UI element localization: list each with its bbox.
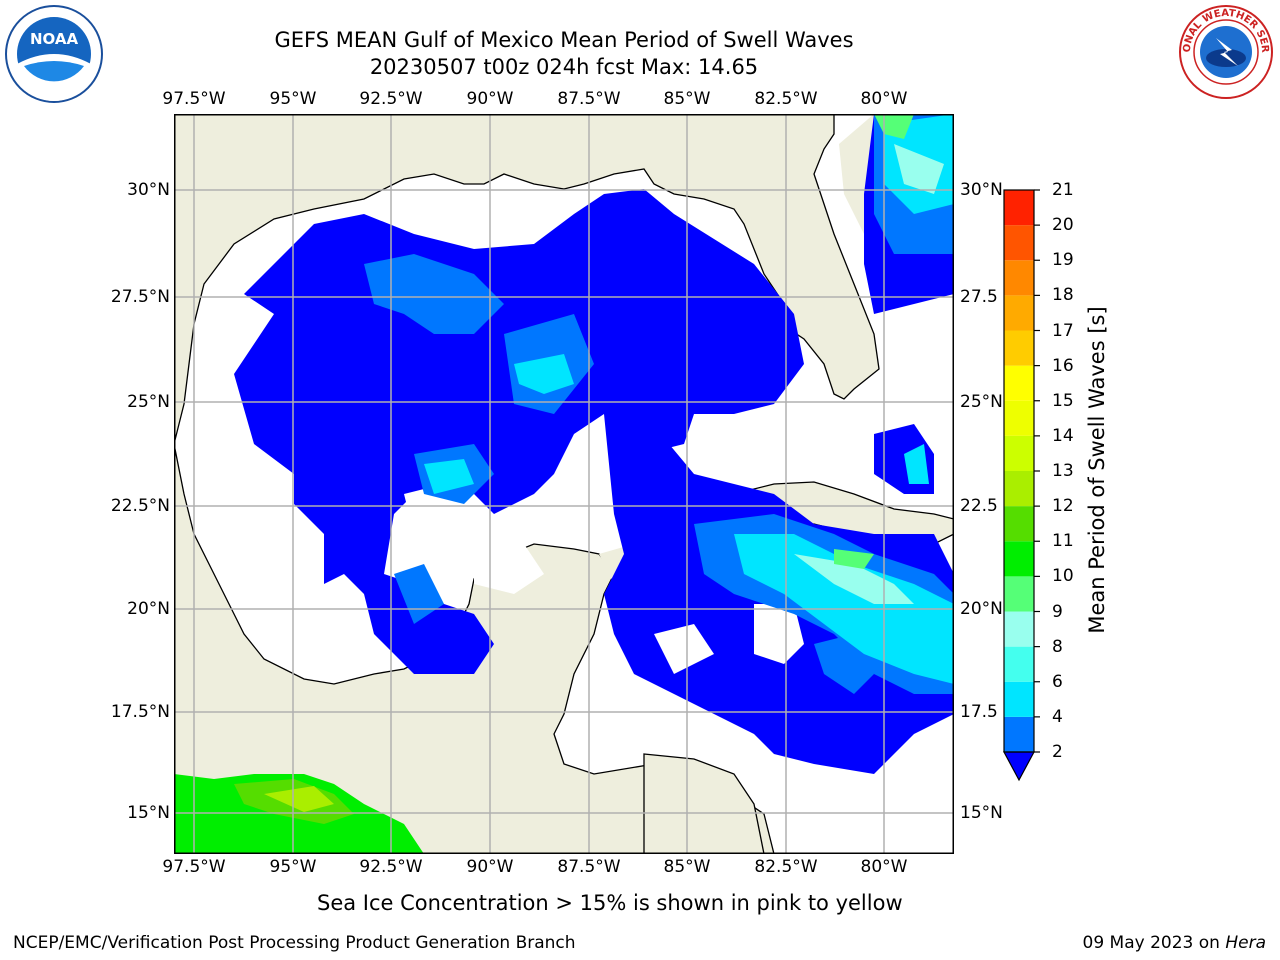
lat-tick-right: 30°N	[960, 180, 1003, 200]
colorbar-tick-label: 6	[1052, 671, 1063, 692]
lon-tick-bottom: 87.5°W	[557, 857, 621, 877]
lat-tick-right: 27.5	[960, 287, 998, 307]
lon-tick-top: 82.5°W	[754, 89, 818, 109]
lon-tick-bottom: 97.5°W	[162, 857, 226, 877]
swell-field	[174, 114, 954, 854]
colorbar-tick-label: 8	[1052, 636, 1063, 657]
colorbar-segment	[1004, 435, 1034, 471]
lon-tick-top: 92.5°W	[359, 89, 423, 109]
colorbar-tick-label: 9	[1052, 601, 1063, 622]
lat-tick-left: 30°N	[127, 180, 170, 200]
lat-tick-right: 15°N	[960, 803, 1003, 823]
gridlines	[174, 114, 954, 854]
map-title: GEFS MEAN Gulf of Mexico Mean Period of …	[274, 28, 854, 52]
colorbar-segment	[1004, 225, 1034, 261]
noaa-logo: NOAA	[5, 5, 103, 103]
colorbar-segment	[1004, 541, 1034, 577]
footer-host: Hera	[1225, 933, 1266, 953]
colorbar-segment	[1004, 190, 1034, 226]
lat-tick-right: 17.5	[960, 702, 998, 722]
footer-date: 09 May 2023 on Hera	[1083, 932, 1267, 954]
colorbar-segment	[1004, 295, 1034, 331]
colorbar-tick-label: 17	[1052, 320, 1074, 341]
lat-tick-right: 20°N	[960, 599, 1003, 619]
lon-tick-top: 97.5°W	[162, 89, 226, 109]
colorbar-tick-label: 15	[1052, 390, 1074, 411]
colorbar-segment	[1004, 716, 1034, 752]
lat-tick-left: 27.5°N	[110, 287, 170, 307]
lat-tick-left: 15°N	[127, 803, 170, 823]
colorbar-tick-label: 12	[1052, 496, 1074, 517]
map-subtitle: 20230507 t00z 024h fcst Max: 14.65	[369, 55, 759, 79]
colorbar-tick-label: 19	[1052, 250, 1074, 271]
colorbar-tick-label: 2	[1052, 742, 1063, 762]
colorbar	[1002, 189, 1040, 782]
colorbar-segment	[1004, 365, 1034, 401]
colorbar-title: Mean Period of Swell Waves [s]	[1085, 306, 1109, 634]
sea-ice-footnote: Sea Ice Concentration > 15% is shown in …	[317, 891, 903, 915]
colorbar-tick-label: 16	[1052, 355, 1074, 376]
colorbar-segment	[1004, 611, 1034, 647]
colorbar-tick-label: 4	[1052, 706, 1063, 727]
lon-tick-top: 80°W	[860, 89, 908, 109]
svg-text:NOAA: NOAA	[30, 30, 79, 48]
lat-tick-left: 25°N	[127, 392, 170, 412]
map-plot	[174, 114, 954, 854]
lon-tick-top: 90°W	[466, 89, 514, 109]
colorbar-segment	[1004, 646, 1034, 682]
lon-tick-top: 95°W	[269, 89, 317, 109]
footer-date-text: 09 May 2023 on	[1082, 933, 1226, 953]
lon-tick-bottom: 90°W	[466, 857, 514, 877]
lon-tick-top: 85°W	[663, 89, 711, 109]
lon-tick-top: 87.5°W	[557, 89, 621, 109]
colorbar-segment	[1004, 681, 1034, 717]
lon-tick-bottom: 95°W	[269, 857, 317, 877]
lat-tick-right: 25°N	[960, 392, 1003, 412]
colorbar-segment	[1004, 576, 1034, 612]
lat-tick-left: 22.5°N	[110, 496, 170, 516]
lon-tick-bottom: 80°W	[860, 857, 908, 877]
lon-tick-bottom: 92.5°W	[359, 857, 423, 877]
colorbar-segment	[1004, 506, 1034, 542]
colorbar-tick-label: 21	[1052, 180, 1074, 200]
lat-tick-left: 17.5°N	[110, 702, 170, 722]
colorbar-segment	[1004, 400, 1034, 436]
nws-logo: NATIONAL WEATHER SERVICE	[1176, 4, 1273, 99]
colorbar-segment	[1004, 330, 1034, 366]
lat-tick-left: 20°N	[127, 599, 170, 619]
colorbar-extend-triangle	[1002, 751, 1036, 782]
lat-tick-right: 22.5	[960, 496, 998, 516]
colorbar-tick-label: 10	[1052, 566, 1074, 587]
colorbar-segment	[1004, 471, 1034, 507]
colorbar-tick-label: 13	[1052, 461, 1074, 481]
colorbar-tick-label: 14	[1052, 425, 1074, 446]
footer-credit: NCEP/EMC/Verification Post Processing Pr…	[13, 933, 576, 953]
colorbar-tick-label: 20	[1052, 215, 1074, 236]
lon-tick-bottom: 82.5°W	[754, 857, 818, 877]
colorbar-tick-label: 18	[1052, 285, 1074, 306]
colorbar-tick-label: 11	[1052, 531, 1074, 552]
lon-tick-bottom: 85°W	[663, 857, 711, 877]
colorbar-segment	[1004, 260, 1034, 296]
